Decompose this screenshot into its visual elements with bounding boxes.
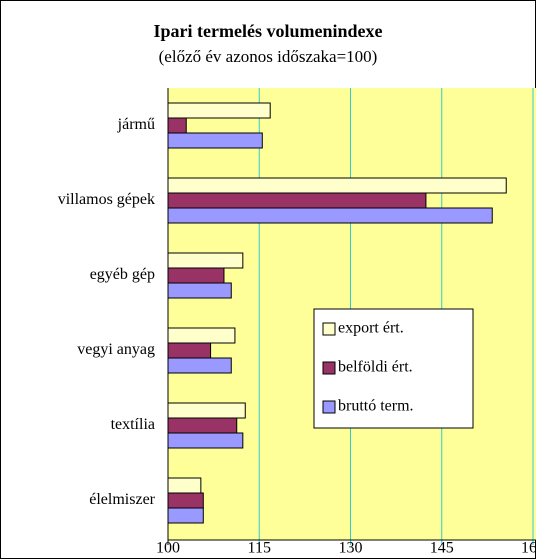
legend-label: belföldi ért. [338, 359, 413, 376]
legend-label: bruttó term. [338, 398, 414, 415]
x-tick-label: 100 [156, 540, 180, 557]
bar [167, 282, 232, 299]
bar [167, 417, 238, 434]
bar [167, 177, 507, 194]
x-tick-label: 115 [248, 540, 271, 557]
chart-subtitle: (előző év azonos időszaka=100) [159, 47, 378, 66]
bar [167, 342, 212, 359]
bar [167, 252, 244, 269]
legend-swatch [322, 400, 336, 414]
legend-swatch [322, 361, 336, 375]
bar [167, 207, 493, 224]
bar [167, 132, 263, 149]
bar [167, 507, 204, 524]
bar [167, 192, 427, 209]
legend-box [313, 308, 474, 429]
x-tick-label: 160 [521, 540, 536, 557]
x-tick-label: 145 [430, 540, 454, 557]
y-tick-label: élelmiszer [89, 491, 155, 508]
x-tick-label: 130 [339, 540, 363, 557]
bar [167, 267, 225, 284]
legend-label: export ért. [338, 320, 404, 337]
y-tick-label: jármű [117, 116, 155, 133]
y-tick-label: egyéb gép [90, 266, 155, 283]
y-tick-label: textília [111, 416, 155, 433]
y-tick-label: villamos gépek [58, 191, 155, 208]
y-tick-label: vegyi anyag [77, 341, 155, 358]
bar [167, 492, 204, 509]
bar [167, 102, 271, 119]
bar [167, 117, 187, 134]
bar [167, 432, 244, 449]
bar [167, 357, 232, 374]
legend-swatch [322, 322, 336, 336]
bar [167, 402, 246, 419]
bar [167, 477, 202, 494]
chart-title: Ipari termelés volumenindexe [154, 21, 383, 41]
bar [167, 327, 236, 344]
